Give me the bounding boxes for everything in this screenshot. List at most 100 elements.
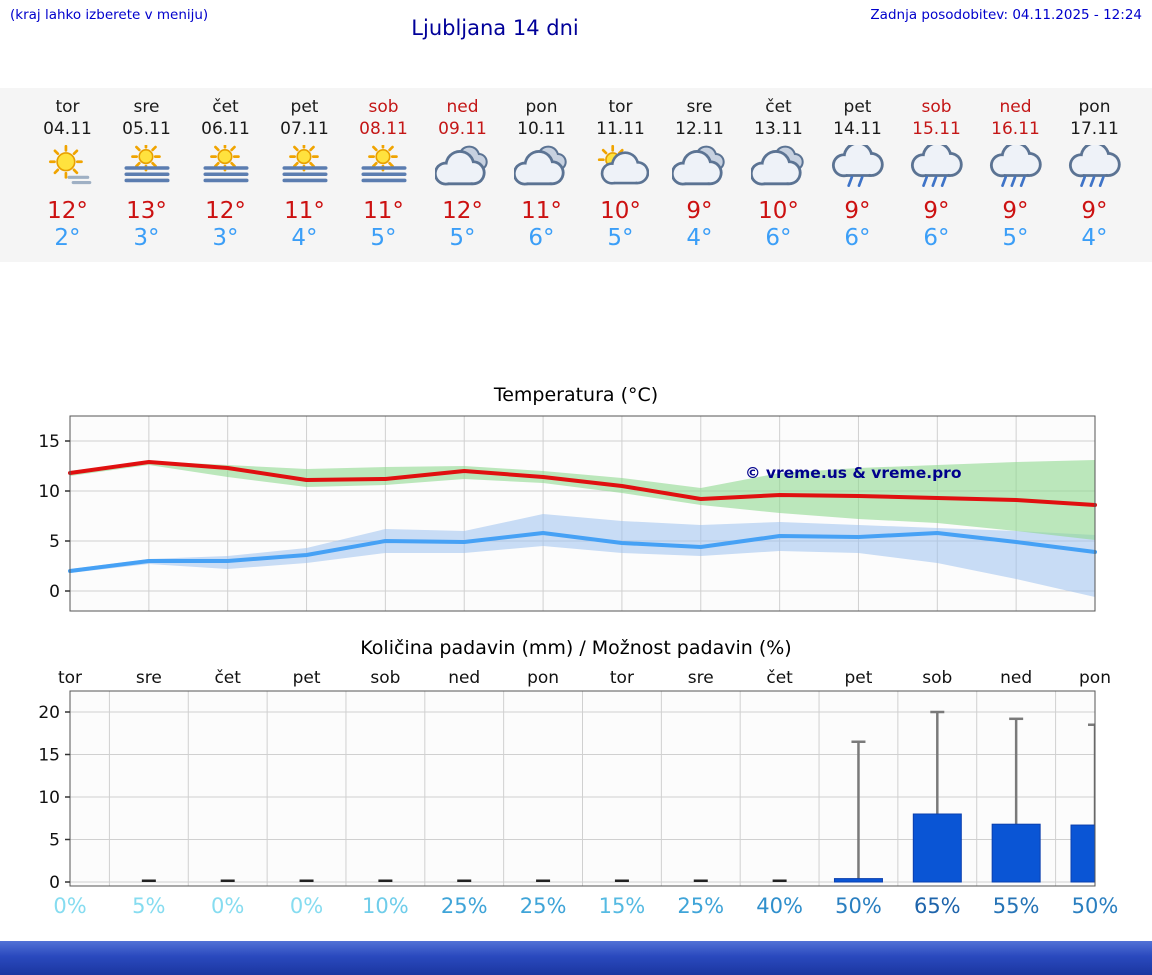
cloudy-icon bbox=[660, 140, 739, 198]
day-name: pon bbox=[525, 97, 558, 117]
rain-light-icon bbox=[818, 140, 897, 198]
day-date: 07.11 bbox=[280, 119, 329, 139]
precip-bar bbox=[991, 823, 1041, 883]
precip-y-tick-label: 5 bbox=[49, 831, 60, 851]
day-name: tor bbox=[55, 97, 80, 117]
precip-probability-label: 25% bbox=[441, 894, 488, 918]
precip-trace-tick bbox=[141, 879, 156, 882]
fog-sun-icon bbox=[186, 140, 265, 198]
precip-day-label: tor bbox=[58, 668, 82, 688]
forecast-strip: tor 04.11 12° 2° sre 05.11 13° 3° čet 06.11 12° 3° p… bbox=[0, 88, 1152, 262]
day-min-temperature: 6° bbox=[844, 225, 871, 251]
day-min-temperature: 4° bbox=[686, 225, 713, 251]
day-max-temperature: 9° bbox=[844, 198, 871, 224]
precip-y-tick-label: 10 bbox=[38, 788, 60, 808]
day-min-temperature: 5° bbox=[1002, 225, 1029, 251]
precip-day-label: čet bbox=[214, 668, 241, 688]
precip-day-label: ned bbox=[448, 668, 480, 688]
precip-probability-label: 0% bbox=[290, 894, 323, 918]
forecast-day-column: čet 13.11 10° 6° bbox=[739, 96, 818, 262]
forecast-day-column: tor 11.11 10° 5° bbox=[581, 96, 660, 262]
day-name: sob bbox=[368, 97, 399, 117]
precip-day-label: pet bbox=[293, 668, 321, 688]
precip-probability-label: 15% bbox=[599, 894, 646, 918]
forecast-day-column: tor 04.11 12° 2° bbox=[28, 96, 107, 262]
precip-day-label: sre bbox=[688, 668, 714, 688]
precip-trace-tick bbox=[536, 879, 551, 882]
precip-probability-label: 0% bbox=[53, 894, 86, 918]
forecast-day-column: ned 16.11 9° 5° bbox=[976, 96, 1055, 262]
day-max-temperature: 12° bbox=[442, 198, 483, 224]
day-min-temperature: 5° bbox=[449, 225, 476, 251]
day-min-temperature: 6° bbox=[528, 225, 555, 251]
precip-trace-tick bbox=[614, 879, 629, 882]
forecast-day-column: sre 12.11 9° 4° bbox=[660, 96, 739, 262]
day-name: pon bbox=[1078, 97, 1111, 117]
forecast-day-column: ned 09.11 12° 5° bbox=[423, 96, 502, 262]
fog-sun-icon bbox=[107, 140, 186, 198]
precip-probability-label: 25% bbox=[520, 894, 567, 918]
precip-day-label: sre bbox=[136, 668, 162, 688]
day-min-temperature: 5° bbox=[607, 225, 634, 251]
precipitation-chart: 0 5 10 15 20 tor sre čet pet sob ned pon tor sre čet pe… bbox=[38, 668, 1118, 918]
day-min-temperature: 5° bbox=[370, 225, 397, 251]
rain-icon bbox=[976, 140, 1055, 198]
day-max-temperature: 10° bbox=[600, 198, 641, 224]
day-min-temperature: 3° bbox=[133, 225, 160, 251]
day-name: pet bbox=[843, 97, 872, 117]
precip-trace-tick bbox=[693, 879, 708, 882]
tmin-line bbox=[68, 531, 1097, 573]
day-min-temperature: 6° bbox=[923, 225, 950, 251]
precip-day-label: sob bbox=[370, 668, 400, 688]
precip-y-tick-label: 20 bbox=[38, 703, 60, 723]
temp-plot-border bbox=[69, 415, 1096, 612]
footer-bar bbox=[0, 941, 1152, 975]
day-min-temperature: 2° bbox=[54, 225, 81, 251]
day-max-temperature: 9° bbox=[1081, 198, 1108, 224]
sun-haze-icon bbox=[28, 140, 107, 198]
day-date: 14.11 bbox=[833, 119, 882, 139]
precip-trace-tick bbox=[378, 879, 393, 882]
fog-sun-icon bbox=[344, 140, 423, 198]
cloudy-icon bbox=[423, 140, 502, 198]
day-name: sob bbox=[921, 97, 952, 117]
precip-day-label: sob bbox=[922, 668, 952, 688]
precip-day-label: pon bbox=[1079, 668, 1111, 688]
day-max-temperature: 13° bbox=[126, 198, 167, 224]
day-date: 16.11 bbox=[991, 119, 1040, 139]
forecast-day-column: pet 14.11 9° 6° bbox=[818, 96, 897, 262]
day-max-temperature: 11° bbox=[521, 198, 562, 224]
temp-y-tick-label: 10 bbox=[38, 482, 60, 502]
precip-probability-label: 10% bbox=[362, 894, 409, 918]
day-date: 13.11 bbox=[754, 119, 803, 139]
fog-sun-icon bbox=[265, 140, 344, 198]
precip-trace-tick bbox=[220, 879, 235, 882]
day-min-temperature: 4° bbox=[1081, 225, 1108, 251]
temp-y-tick-label: 0 bbox=[49, 582, 60, 602]
temp-y-tick-label: 15 bbox=[38, 432, 60, 452]
day-max-temperature: 10° bbox=[758, 198, 799, 224]
forecast-day-column: pet 07.11 11° 4° bbox=[265, 96, 344, 262]
day-date: 08.11 bbox=[359, 119, 408, 139]
precip-y-tick-label: 15 bbox=[38, 746, 60, 766]
precip-day-label: ned bbox=[1000, 668, 1032, 688]
precip-probability-label: 55% bbox=[993, 894, 1040, 918]
watermark: © vreme.us & vreme.pro bbox=[745, 464, 961, 482]
forecast-day-column: sre 05.11 13° 3° bbox=[107, 96, 186, 262]
forecast-day-column: sob 15.11 9° 6° bbox=[897, 96, 976, 262]
rain-icon bbox=[897, 140, 976, 198]
day-name: čet bbox=[765, 97, 792, 117]
precip-trace-tick bbox=[457, 879, 472, 882]
precip-probability-label: 5% bbox=[132, 894, 165, 918]
precip-probability-label: 65% bbox=[914, 894, 961, 918]
precip-bar bbox=[1070, 824, 1095, 883]
day-date: 05.11 bbox=[122, 119, 171, 139]
day-name: pet bbox=[290, 97, 319, 117]
precip-probability-label: 40% bbox=[756, 894, 803, 918]
day-date: 17.11 bbox=[1070, 119, 1119, 139]
sun-cloud-icon bbox=[581, 140, 660, 198]
day-min-temperature: 3° bbox=[212, 225, 239, 251]
day-date: 06.11 bbox=[201, 119, 250, 139]
precip-trace-tick bbox=[299, 879, 314, 882]
day-name: ned bbox=[446, 97, 479, 117]
